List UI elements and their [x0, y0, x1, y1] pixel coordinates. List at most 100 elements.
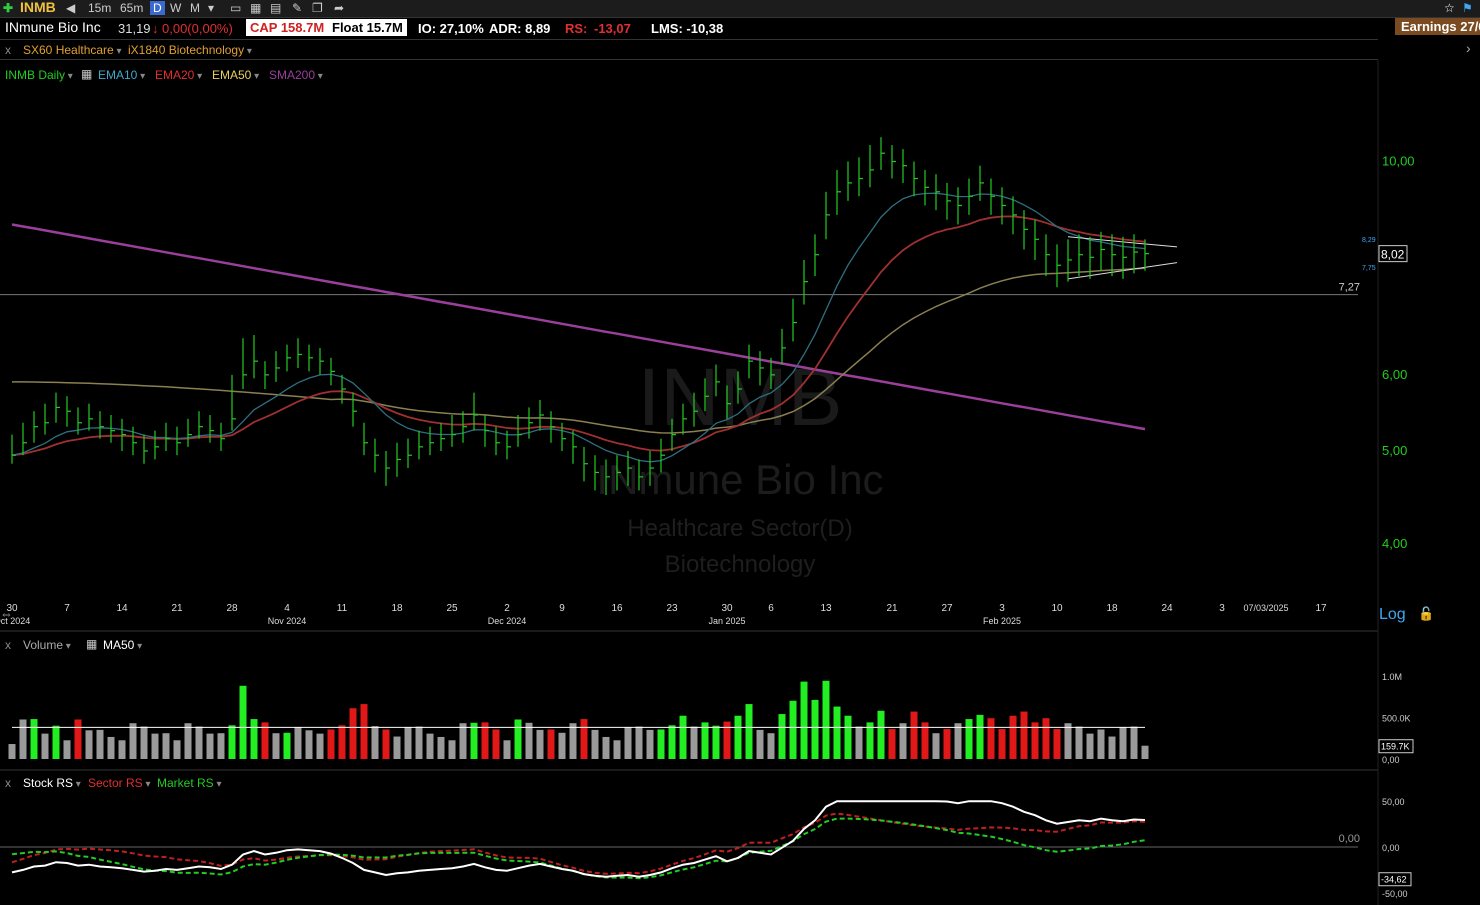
price-bar [209, 415, 214, 443]
legend-market-rs[interactable]: Market RS [157, 776, 222, 790]
resize-icon[interactable]: ⇔ [0, 606, 13, 621]
stock-rs-line [11, 800, 1146, 878]
legend-price[interactable]: INMB Daily [5, 68, 73, 82]
legend-volume[interactable]: Volume [23, 638, 71, 652]
watermark-symbol: INMB [638, 352, 843, 443]
price-bar [33, 411, 38, 443]
price-bar [561, 422, 566, 452]
x-tick-label: 07/03/2025 [1243, 603, 1288, 613]
volume-bar [613, 740, 621, 759]
legend-sector-rs[interactable]: Sector RS [88, 776, 151, 790]
add-icon[interactable]: ✚ [3, 1, 14, 15]
last-price-box [1378, 245, 1408, 263]
legend-ema10[interactable]: EMA10 [98, 68, 145, 82]
volume-bar [657, 729, 665, 759]
interval-daily[interactable]: D [150, 1, 165, 15]
volume-bar [382, 729, 390, 759]
chart-type-icon[interactable]: ▭ [230, 1, 242, 15]
ema50-line [12, 267, 1146, 434]
volume-bar [140, 726, 148, 759]
symbol-field[interactable]: INMB [20, 0, 56, 15]
volume-bar [1141, 745, 1149, 759]
interval-15m[interactable]: 15m [88, 1, 112, 15]
close-icon[interactable]: x [5, 43, 11, 57]
price-bar [627, 451, 632, 486]
close-icon[interactable]: x [5, 638, 11, 652]
volume-axis-label: 500.0K [1382, 713, 1411, 723]
price-bar [22, 422, 27, 456]
price-bar [759, 351, 764, 386]
volume-bar [668, 725, 676, 759]
price-bar [473, 392, 478, 431]
share-icon[interactable]: ➦ [334, 1, 345, 15]
calculator-icon[interactable]: ▤ [270, 1, 282, 15]
price-bar [946, 182, 951, 220]
volume-bar [756, 729, 764, 759]
price-bar [935, 174, 940, 211]
lms-value: LMS: -10,38 [651, 21, 724, 36]
x-tick-label: 13 [820, 603, 832, 614]
volume-bar [877, 710, 885, 759]
volume-bar [415, 726, 423, 759]
price-bar [176, 426, 181, 456]
flag-icon[interactable]: ⚑ [1462, 1, 1473, 15]
megaphone-icon[interactable]: ◀ [66, 1, 76, 15]
support-line-label: 7,27 [1339, 282, 1360, 294]
price-bar [517, 415, 522, 447]
star-icon[interactable]: ☆ [1444, 1, 1455, 15]
chevron-right-icon[interactable]: › [1466, 40, 1471, 56]
volume-bar [536, 729, 544, 759]
price-bar [726, 385, 731, 419]
interval-weekly[interactable]: W [170, 1, 182, 15]
price-bar [704, 378, 709, 412]
volume-bar [1053, 729, 1061, 759]
price-bar [539, 399, 544, 431]
table-icon[interactable]: ▦ [86, 637, 98, 651]
pencil-icon[interactable]: ✎ [292, 1, 303, 15]
volume-bar [283, 732, 291, 759]
price-bar [352, 392, 357, 427]
volume-bar [679, 715, 687, 759]
volume-bar [1130, 726, 1138, 759]
price-bar [396, 442, 401, 477]
chevron-down-icon[interactable]: ▾ [208, 1, 215, 15]
legend-sma200[interactable]: SMA200 [269, 68, 323, 82]
legend-ema20[interactable]: EMA20 [155, 68, 202, 82]
volume-bar [1075, 726, 1083, 759]
log-scale-toggle[interactable]: Log [1379, 606, 1406, 623]
x-tick-label: 28 [226, 603, 238, 614]
grid-icon[interactable]: ▦ [250, 1, 262, 15]
close-icon[interactable]: x [5, 776, 11, 790]
price-bar [88, 403, 93, 431]
last-rs-box [1378, 872, 1412, 887]
price-bar [803, 259, 808, 305]
table-icon[interactable]: ▦ [81, 67, 93, 81]
earnings-badge[interactable]: Earnings 27/0 [1395, 18, 1480, 35]
price-bar [814, 234, 819, 277]
volume-bar [52, 725, 60, 759]
price-bar [506, 430, 511, 460]
interval-65m[interactable]: 65m [120, 1, 144, 15]
interval-monthly[interactable]: M [190, 1, 200, 15]
price-bar [385, 451, 390, 486]
x-tick-label: 27 [941, 603, 953, 614]
industry-selector[interactable]: iX1840 Biotechnology [128, 43, 252, 57]
lock-icon[interactable]: 🔓 [1418, 606, 1435, 621]
volume-bar [1108, 736, 1116, 759]
price-bar [1111, 234, 1116, 277]
x-tick-label: 24 [1161, 603, 1173, 614]
volume-bar [943, 729, 951, 759]
institutional-ownership: IO: 27,10% [418, 21, 484, 36]
legend-volume-ma50[interactable]: MA50 [103, 638, 142, 652]
price-bar [880, 137, 885, 170]
layers-icon[interactable]: ❐ [312, 1, 323, 15]
price-bar [154, 430, 159, 460]
volume-bar [921, 722, 929, 759]
legend-ema50[interactable]: EMA50 [212, 68, 259, 82]
legend-stock-rs[interactable]: Stock RS [23, 776, 81, 790]
price-bar [231, 374, 236, 431]
price-bar [869, 145, 874, 188]
price-bar [781, 328, 786, 365]
price-axis-label: 4,00 [1382, 536, 1407, 551]
sector-selector[interactable]: SX60 Healthcare [23, 43, 122, 57]
